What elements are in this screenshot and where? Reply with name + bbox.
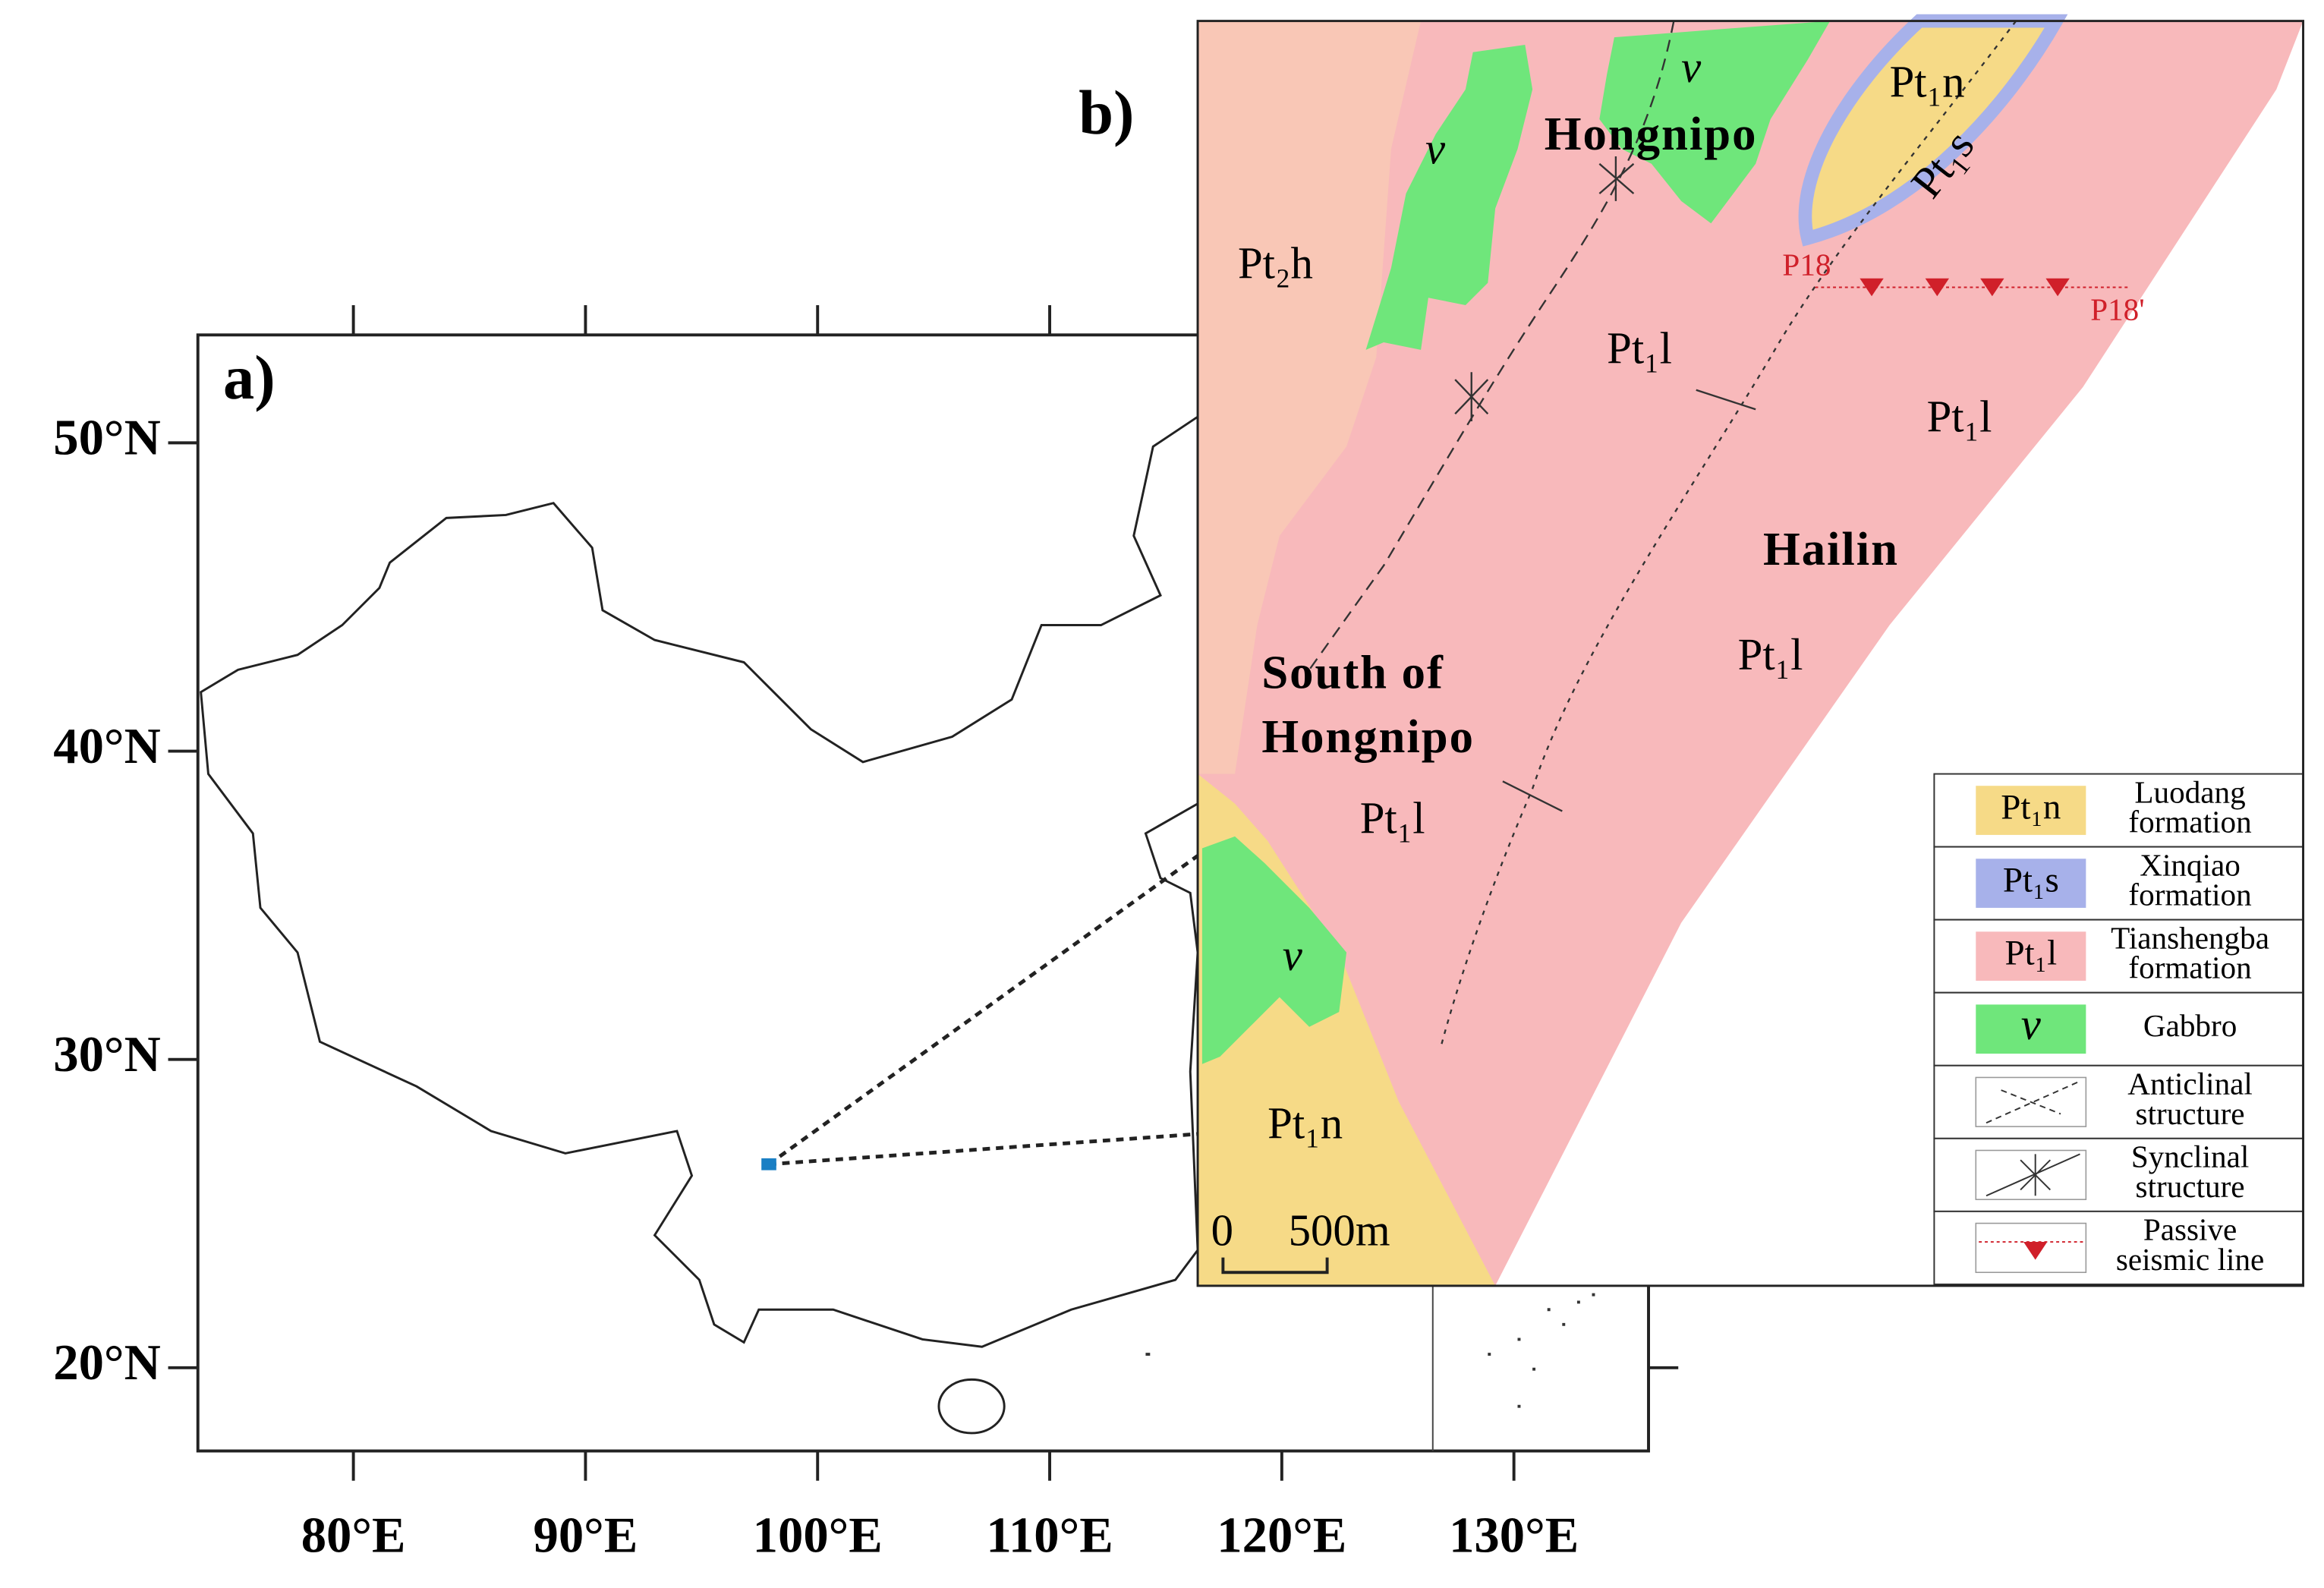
legend-text: formation [2128, 805, 2251, 840]
legend-text: formation [2128, 950, 2251, 985]
legend-swatch [1975, 1149, 2087, 1200]
unit-label: Pt₂h [1238, 239, 1313, 288]
legend-glyph [2023, 1242, 2048, 1260]
legend-text: Xinqiao [2140, 847, 2241, 882]
unit-label: Pt₁l [1360, 794, 1425, 843]
legend-text: formation [2128, 877, 2251, 912]
place-label: Hongnipo [1545, 107, 1758, 160]
legend-text: Anticlinal [2127, 1067, 2253, 1101]
legend-symbol: Pt₁l [2004, 933, 2057, 972]
lon-label: 130°E [1449, 1508, 1579, 1563]
place-label: Hailin [1763, 522, 1899, 575]
lon-label: 90°E [534, 1508, 638, 1563]
scale-bar [1221, 1257, 1329, 1274]
legend-swatch [1976, 931, 2086, 981]
unit-label: Pt₁n [1890, 57, 1965, 106]
study-site [761, 1158, 776, 1171]
gabbro-areas [1201, 20, 1831, 1064]
fold-axes [1308, 20, 2017, 1050]
legend-swatch [1976, 786, 2086, 835]
unit-label: v [1425, 124, 1446, 174]
unit-label: v [1681, 43, 1702, 92]
lat-label: 30°N [53, 1027, 160, 1082]
panel-label: b) [1079, 78, 1134, 147]
legend-glyph [1985, 1080, 2080, 1124]
legend-text: Luodang [2134, 774, 2245, 809]
line-start: P18 [1782, 247, 1831, 282]
legend-symbol: Pt₁s [2003, 860, 2059, 900]
scale-label: 0 [1211, 1206, 1233, 1256]
place-label: Hongnipo [1261, 710, 1475, 763]
unit-label: Pt₁l [1927, 392, 1992, 441]
china-outline [200, 414, 1199, 1348]
leader-line [768, 1132, 1198, 1167]
legend-swatch [1975, 1222, 2087, 1274]
lon-label: 120°E [1217, 1508, 1346, 1563]
unit-label: Pt₁l [1607, 323, 1672, 373]
lon-label: 100°E [753, 1508, 883, 1563]
hainan [937, 1378, 1006, 1435]
place-label: South of [1261, 646, 1444, 699]
unit-label: Pt₁n [1267, 1099, 1343, 1148]
map-frame [1196, 20, 2305, 1287]
legend-text: Synclinal [2131, 1139, 2249, 1174]
tianshengba-area [1198, 20, 2304, 1286]
lat-label: 20°N [53, 1335, 160, 1391]
lon-label: 80°E [301, 1508, 406, 1563]
legend-symbol: Pt₁n [2001, 787, 2061, 827]
lat-label: 40°N [53, 719, 160, 774]
unit-label: v [1283, 931, 1303, 980]
legend-symbol: v [2021, 1000, 2042, 1049]
panel-label: a) [223, 343, 276, 412]
legend-text: Gabbro [2143, 1008, 2237, 1043]
panel-b: P18 P18' Pt₂h v v v Hongnipo Pt₁n Pt₁s P… [1196, 14, 2305, 1287]
islands [1145, 1293, 1595, 1408]
unit-label: Pt₁l [1738, 630, 1803, 679]
legend-text: structure [2136, 1096, 2245, 1131]
legend-swatch [1976, 1004, 2086, 1054]
stations [1860, 278, 2070, 297]
legend-text: seismic line [2116, 1242, 2264, 1277]
legend-text: Tianshengba [2111, 921, 2269, 956]
lat-label: 50°N [53, 411, 160, 466]
scale-label: 500m [1289, 1206, 1390, 1256]
line-end: P18' [2090, 291, 2144, 326]
legend-swatch [1976, 859, 2086, 908]
lon-label: 110°E [986, 1508, 1113, 1563]
pt2h-area [1198, 20, 1422, 774]
legend-text: structure [2136, 1169, 2245, 1204]
legend-text: Passive [2143, 1212, 2237, 1247]
legend-glyph [1985, 1153, 2080, 1197]
ticks: 80°E 90°E 100°E 110°E 120°E 130°E 50°N 40°N 30°N… [53, 305, 1679, 1563]
